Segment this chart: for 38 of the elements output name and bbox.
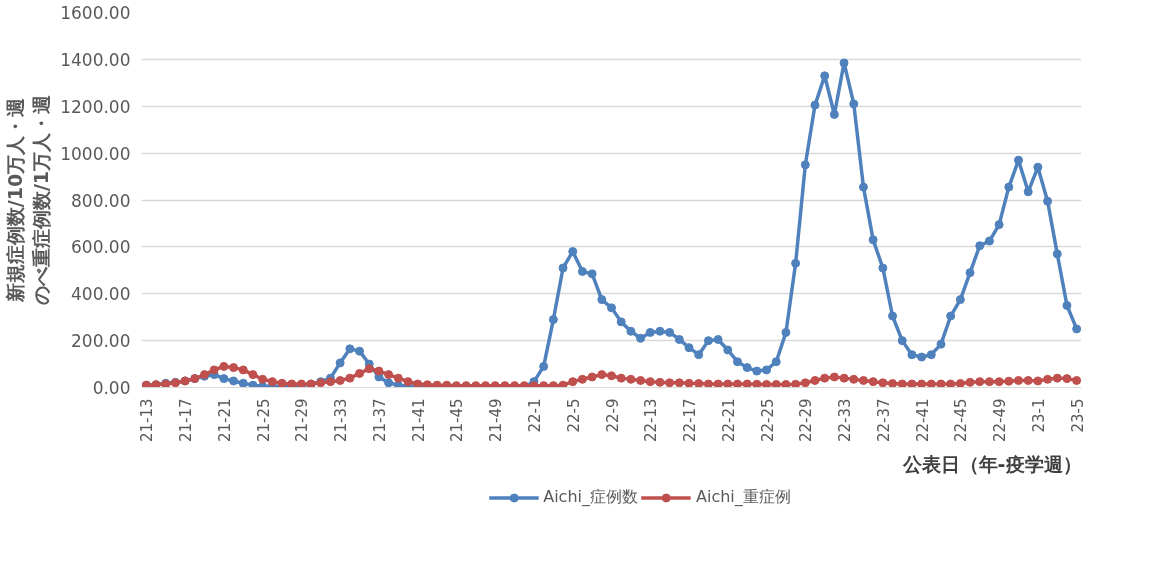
x-tick-label: 21-45 — [448, 398, 467, 443]
x-tick-label: 22-45 — [952, 398, 971, 443]
x-tick-label: 22-49 — [991, 398, 1010, 443]
x-tick-label: 21-21 — [215, 398, 234, 443]
x-tick-label: 21-49 — [487, 398, 506, 443]
y-tick-label: 1600.00 — [60, 3, 131, 23]
y-tick-label: 800.00 — [71, 190, 131, 211]
y-tick-label: 200.00 — [71, 331, 131, 352]
y-tick-label: 1000.00 — [60, 143, 131, 164]
x-tick-label: 22-1 — [525, 398, 544, 433]
x-tick-label: 21-41 — [409, 398, 428, 443]
x-tick-label: 23-5 — [1068, 398, 1087, 433]
x-tick-label: 22-21 — [719, 398, 738, 443]
x-tick-label: 21-29 — [293, 398, 312, 443]
y-tick-label: 1400.00 — [60, 49, 131, 70]
x-axis-title: 公表日（年-疫学週） — [901, 452, 1082, 475]
legend-label: Aichi_症例数 — [543, 486, 638, 508]
x-tick-label: 22-17 — [681, 398, 700, 443]
x-tick-label: 21-33 — [332, 398, 351, 443]
x-tick-label: 22-41 — [913, 398, 932, 443]
y-tick-label: 400.00 — [71, 284, 131, 305]
x-tick-label: 21-37 — [370, 398, 389, 443]
y-tick-label: 1200.00 — [60, 96, 131, 117]
x-tick-label: 22-5 — [564, 398, 583, 433]
x-tick-label: 22-37 — [874, 398, 893, 443]
x-tick-label: 22-33 — [836, 398, 855, 443]
y-axis-title: 新規症例数/10万人・週のべ重症例数/1万人・週 — [3, 94, 53, 306]
x-tick-label: 22-25 — [758, 398, 777, 443]
y-tick-label: 0.00 — [92, 378, 131, 398]
x-tick-label: 21-25 — [254, 398, 273, 443]
x-tick-label: 21-13 — [138, 398, 157, 443]
x-tick-label: 22-13 — [642, 398, 661, 443]
x-tick-label: 22-9 — [603, 398, 622, 433]
legend-label: Aichi_重症例 — [696, 486, 791, 508]
y-tick-label: 600.00 — [71, 237, 131, 258]
x-tick-label: 23-1 — [1029, 398, 1048, 433]
x-tick-label: 21-17 — [177, 398, 196, 443]
x-tick-label: 22-29 — [797, 398, 816, 443]
